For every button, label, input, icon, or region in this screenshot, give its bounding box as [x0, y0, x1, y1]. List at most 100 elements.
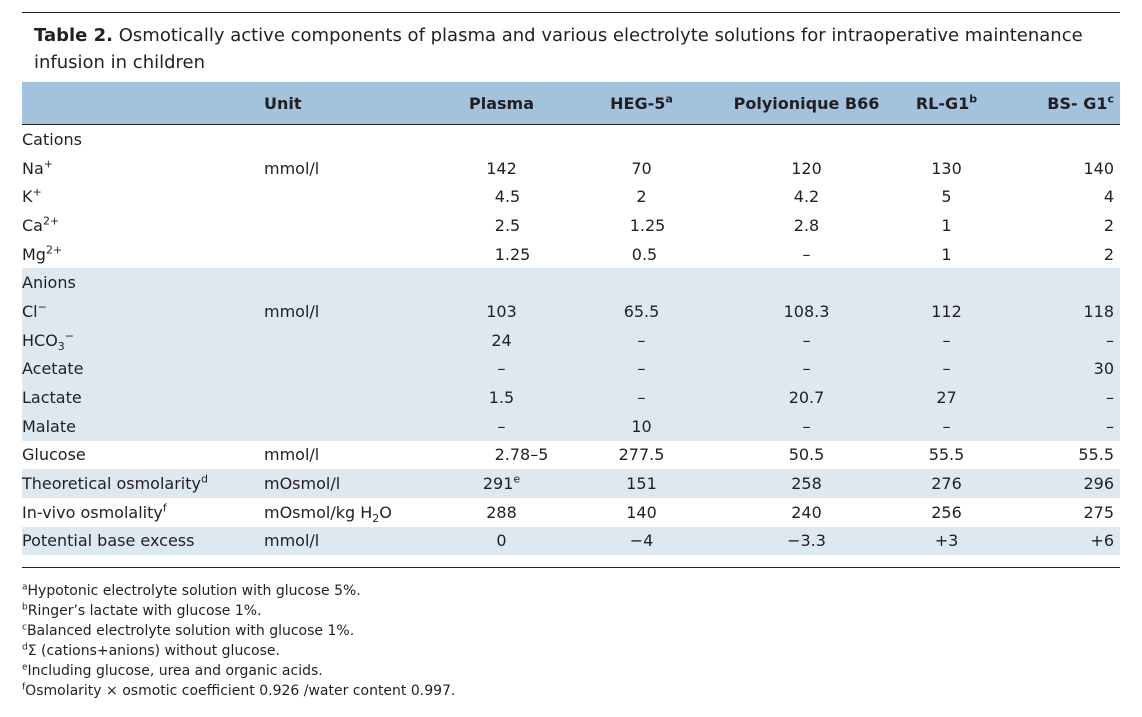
cell-plasma: –: [434, 411, 569, 441]
cell-heg5: 65.5: [569, 297, 714, 326]
cell-rlg1: –: [899, 354, 994, 384]
cell-unit: mOsmol/l: [264, 469, 434, 498]
cell-unit: [264, 383, 434, 412]
cell-heg5: 151: [569, 469, 714, 498]
cell-polyionique: 4.2: [793, 187, 820, 207]
row-label: HCO3−: [22, 325, 264, 355]
cell-bsg1: 2: [1103, 215, 1114, 235]
cell-bsg1: 296: [994, 469, 1120, 498]
header-row: Unit Plasma HEG-5a Polyionique B66 RL-G1…: [22, 82, 1120, 125]
cell-unit: mmol/l: [264, 297, 434, 326]
cell-plasma: –: [434, 354, 569, 384]
table-row: Lactate 1.5 – 20.7 27 –: [22, 383, 1120, 412]
cell-bsg1: 30: [994, 354, 1120, 384]
cell-plasma: 288: [486, 502, 517, 522]
row-label: Na+: [22, 157, 53, 178]
cell-polyionique: –: [714, 354, 899, 384]
table-row: Acetate – – – – 30: [22, 354, 1120, 384]
group-row-cations: Cations: [22, 125, 1120, 154]
table-row: Cl− mmol/l 103 65.5 108.3 112 118: [22, 297, 1120, 326]
caption-label: Table 2.: [34, 25, 113, 46]
cell-rlg1: 1: [941, 244, 952, 264]
cell-polyionique: 50.5: [788, 445, 825, 465]
cell-bsg1: 55.5: [1078, 445, 1114, 465]
cell-plasma: 2.5: [494, 215, 521, 235]
top-rule: [22, 12, 1120, 13]
cell-unit: mmol/l: [264, 158, 320, 178]
cell-unit: [264, 211, 434, 240]
cell-plasma: 142: [486, 158, 517, 178]
row-label: Theoretical osmolarityd: [22, 469, 264, 498]
cell-bsg1: 140: [1083, 158, 1114, 178]
cell-plasma: 1.5: [434, 383, 569, 412]
cell-heg5: –: [569, 383, 714, 412]
cell-rlg1: 276: [899, 469, 994, 498]
cell-rlg1: –: [899, 325, 994, 355]
cell-polyionique: 258: [714, 469, 899, 498]
table-row: Potential base excess mmol/l 0 −4 −3.3 +…: [22, 526, 1120, 556]
footnote: aHypotonic electrolyte solution with glu…: [22, 582, 361, 599]
table-row: Mg2+ 1.25 0.5 – 1 2: [22, 240, 1120, 269]
cell-bsg1: –: [994, 411, 1120, 441]
cell-bsg1: 118: [994, 297, 1120, 326]
footnotes: aHypotonic electrolyte solution with glu…: [22, 581, 455, 701]
table-row: K+ 4.5 2 4.2 5 4: [22, 182, 1120, 211]
header-plasma: Plasma: [434, 82, 569, 125]
header-heg5: HEG-5a: [569, 82, 714, 125]
cell-heg5: −4: [569, 526, 714, 556]
footnote: fOsmolarity × osmotic coefficient 0.926 …: [22, 682, 456, 699]
row-label: Acetate: [22, 354, 264, 384]
group-label: Anions: [22, 268, 1120, 298]
header-polyionique: Polyionique B66: [714, 82, 899, 125]
cell-polyionique: –: [714, 411, 899, 441]
cell-plasma: 24: [434, 325, 569, 355]
cell-unit: [264, 411, 434, 441]
cell-heg5: –: [569, 325, 714, 355]
footnote-mark: c: [1107, 92, 1114, 106]
cell-bsg1: –: [994, 383, 1120, 412]
cell-plasma: 2.78–5: [494, 445, 549, 465]
cell-polyionique: −3.3: [714, 526, 899, 556]
row-label: K+: [22, 185, 42, 207]
cell-heg5: 1.25: [629, 215, 666, 235]
table-row: Na+ mmol/l 142 70 120 130 140: [22, 154, 1120, 183]
header-rlg1: RL-G1b: [899, 82, 994, 125]
row-label: Ca2+: [22, 214, 60, 235]
cell-unit: [264, 325, 434, 355]
cell-unit: [264, 182, 434, 211]
cell-heg5: 0.5: [631, 244, 658, 264]
footnote: bRinger’s lactate with glucose 1%.: [22, 602, 262, 619]
cell-rlg1: 1: [941, 215, 952, 235]
cell-rlg1: 27: [899, 383, 994, 412]
cell-plasma: 0: [434, 526, 569, 556]
cell-bsg1: +6: [994, 526, 1120, 556]
cell-plasma: 103: [434, 297, 569, 326]
row-label: Glucose: [22, 445, 86, 465]
header-unit: Unit: [264, 82, 434, 125]
cell-polyionique: 20.7: [714, 383, 899, 412]
row-label: Cl−: [22, 297, 264, 326]
table-row: Glucose mmol/l 2.78–5 277.5 50.5 55.5 55…: [22, 441, 1120, 470]
cell-plasma: 4.5: [494, 187, 521, 207]
data-table: Unit Plasma HEG-5a Polyionique B66 RL-G1…: [22, 82, 1120, 556]
cell-polyionique: 240: [791, 502, 822, 522]
cell-heg5: 140: [626, 502, 657, 522]
footnote: dΣ (cations+anions) without glucose.: [22, 642, 280, 659]
cell-heg5: 277.5: [618, 445, 665, 465]
cell-polyionique: 108.3: [714, 297, 899, 326]
row-label: Malate: [22, 411, 264, 441]
cell-rlg1: 130: [931, 158, 962, 178]
group-row-anions: Anions: [22, 268, 1120, 298]
row-label: Lactate: [22, 383, 264, 412]
footnote: cBalanced electrolyte solution with gluc…: [22, 622, 355, 639]
header-bsg1: BS- G1c: [994, 82, 1120, 125]
bottom-rule: [22, 567, 1120, 568]
cell-plasma: 1.25: [494, 244, 531, 264]
cell-bsg1: 4: [1103, 187, 1114, 207]
header-empty: [22, 82, 264, 125]
table-row: In-vivo osmolalityf mOsmol/kg H2O 288 14…: [22, 498, 1120, 527]
cell-heg5: 10: [569, 411, 714, 441]
row-label: In-vivo osmolalityf: [22, 501, 167, 522]
group-label: Cations: [22, 129, 82, 149]
footnote-mark: a: [665, 92, 673, 106]
